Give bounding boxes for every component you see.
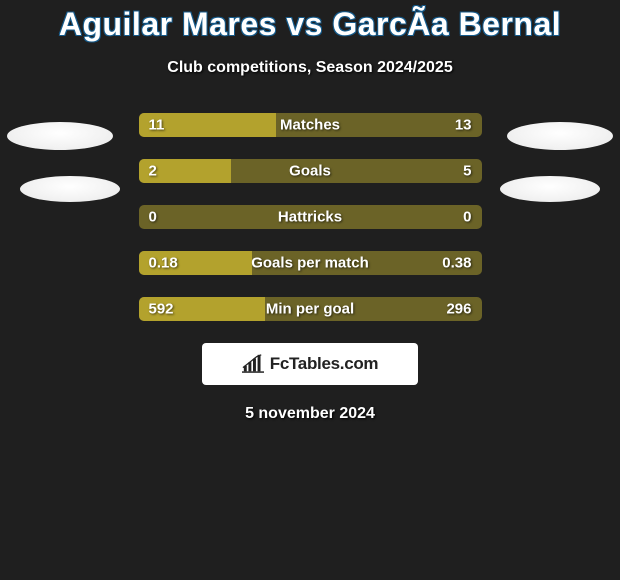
player-right-shadow bbox=[500, 176, 600, 202]
stat-label: Goals per match bbox=[251, 255, 369, 272]
player-left-shadow bbox=[20, 176, 120, 202]
stat-value-left: 0.18 bbox=[149, 255, 178, 272]
stat-value-right: 296 bbox=[446, 301, 471, 318]
stat-value-left: 0 bbox=[149, 209, 157, 226]
stat-value-left: 592 bbox=[149, 301, 174, 318]
stat-row: 0.18 Goals per match 0.38 bbox=[139, 251, 482, 275]
stat-label: Goals bbox=[289, 163, 331, 180]
bar-chart-icon bbox=[242, 354, 264, 374]
brand-box: FcTables.com bbox=[202, 343, 418, 385]
stat-label: Hattricks bbox=[278, 209, 342, 226]
subtitle: Club competitions, Season 2024/2025 bbox=[0, 59, 620, 77]
stat-value-right: 0.38 bbox=[442, 255, 471, 272]
player-right-photo-placeholder bbox=[507, 122, 613, 150]
stat-value-left: 2 bbox=[149, 163, 157, 180]
stat-value-right: 0 bbox=[463, 209, 471, 226]
stat-value-left: 11 bbox=[149, 117, 165, 134]
stat-row: 2 Goals 5 bbox=[139, 159, 482, 183]
stat-value-right: 5 bbox=[463, 163, 471, 180]
stat-row: 592 Min per goal 296 bbox=[139, 297, 482, 321]
page-title: Aguilar Mares vs GarcÃ­a Bernal bbox=[0, 0, 620, 43]
stat-label: Matches bbox=[280, 117, 340, 134]
stat-label: Min per goal bbox=[266, 301, 354, 318]
stat-row: 0 Hattricks 0 bbox=[139, 205, 482, 229]
stats-container: 11 Matches 13 2 Goals 5 0 Hattricks 0 0.18 Goals p… bbox=[139, 113, 482, 321]
stat-value-right: 13 bbox=[455, 117, 472, 134]
date-text: 5 november 2024 bbox=[0, 405, 620, 423]
brand-text: FcTables.com bbox=[270, 354, 379, 374]
player-left-photo-placeholder bbox=[7, 122, 113, 150]
stat-row: 11 Matches 13 bbox=[139, 113, 482, 137]
